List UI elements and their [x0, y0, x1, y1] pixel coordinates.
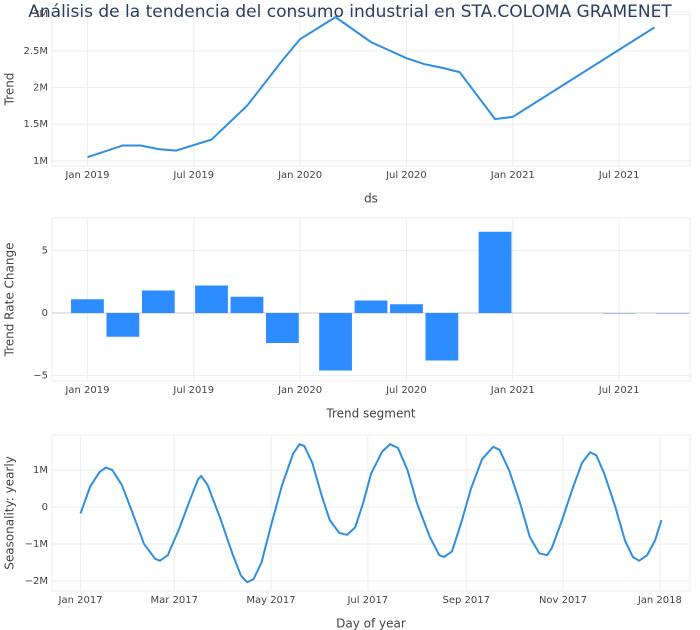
y-tick-label: 1.5M	[23, 119, 48, 130]
bar	[390, 304, 423, 313]
bar	[141, 290, 175, 313]
x-tick-label: Jan 2019	[64, 385, 109, 396]
y-axis-label: Trend	[3, 73, 17, 107]
y-tick-label: −5	[33, 371, 48, 382]
x-tick-label: Mar 2017	[150, 595, 198, 606]
x-tick-label: Jan 2020	[277, 385, 322, 396]
bar	[265, 313, 299, 343]
plot-layer: Jan 2019 Jul 2019 Jan 2020 Jul 2020 Jan 2021…	[3, 9, 691, 630]
bar	[478, 231, 512, 313]
y-tick-label: 1M	[33, 465, 48, 476]
bar	[425, 313, 459, 361]
bar	[195, 285, 228, 313]
x-tick-label: Jul 2020	[385, 385, 427, 396]
x-tick-label: Jan 2018	[637, 595, 682, 606]
x-tick-label: Jul 2020	[385, 170, 427, 181]
y-tick-label: −1M	[25, 539, 48, 550]
x-tick-label: Jan 2019	[64, 170, 109, 181]
x-axis-label: Day of year	[336, 617, 406, 630]
bar	[354, 300, 388, 313]
x-tick-label: Jul 2017	[346, 595, 388, 606]
y-tick-label: 5	[42, 246, 48, 257]
x-axis-label: Trend segment	[325, 407, 416, 421]
x-tick-label: Jul 2021	[598, 170, 640, 181]
y-tick-label: −2M	[25, 576, 48, 587]
x-tick-label: Jul 2019	[172, 385, 214, 396]
bar	[319, 313, 352, 371]
bar	[230, 296, 264, 313]
x-tick-label: Jan 2020	[277, 170, 322, 181]
chart-title: Análisis de la tendencia del consumo ind…	[28, 2, 672, 22]
y-axis-label: Seasonality: yearly	[3, 456, 17, 570]
y-tick-label: 0	[42, 502, 48, 513]
x-tick-label: Jan 2017	[58, 595, 103, 606]
bar	[655, 313, 689, 314]
x-tick-label: Jul 2021	[598, 385, 640, 396]
y-tick-label: 0	[42, 308, 48, 319]
bar	[106, 313, 140, 337]
y-tick-label: 2M	[33, 83, 48, 94]
bar	[71, 299, 104, 313]
plot-area	[51, 11, 691, 167]
x-tick-label: Nov 2017	[539, 595, 587, 606]
x-axis-label: ds	[364, 192, 378, 206]
y-tick-label: 3M	[33, 9, 48, 20]
y-tick-label: 2.5M	[23, 46, 48, 57]
x-tick-label: Sep 2017	[442, 595, 489, 606]
x-tick-label: Jul 2019	[172, 170, 214, 181]
x-tick-label: Jan 2021	[490, 385, 535, 396]
y-axis-label: Trend Rate Change	[3, 243, 17, 358]
x-tick-label: Jan 2021	[490, 170, 535, 181]
y-tick-label: 1M	[33, 156, 48, 167]
x-tick-label: May 2017	[246, 595, 295, 606]
trend-line	[87, 15, 656, 159]
trend-line	[79, 443, 663, 584]
plot-area	[51, 434, 691, 592]
bar	[602, 313, 636, 314]
